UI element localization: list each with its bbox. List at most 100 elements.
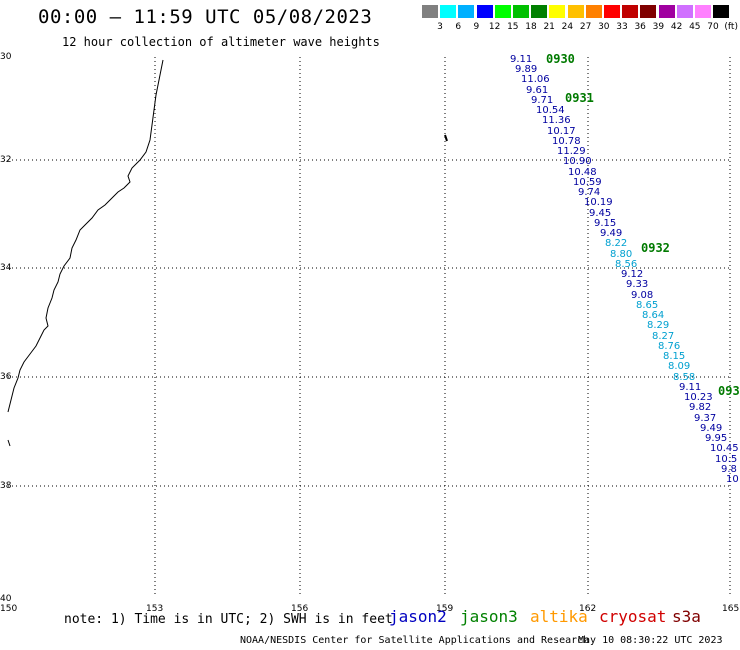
page-subtitle: 12 hour collection of altimeter wave hei… <box>62 35 380 49</box>
wave-height-value: 8.09 <box>668 361 691 372</box>
color-swatch <box>440 5 457 18</box>
wave-height-value: 9.8 <box>721 464 737 475</box>
longitude-label: 150 <box>0 604 18 614</box>
wave-height-value: 8.29 <box>647 320 670 331</box>
color-scale-tick: 21 <box>543 22 555 32</box>
pass-time-label: 0930 <box>546 52 575 66</box>
wave-height-value: 11.06 <box>521 74 550 85</box>
color-scale-unit: (ft) <box>724 22 738 32</box>
color-swatch <box>549 5 566 18</box>
legend-jason2: jason2 <box>389 607 447 626</box>
color-swatch <box>622 5 639 18</box>
island-mark <box>444 134 448 142</box>
wave-height-value: 8.56 <box>615 259 638 270</box>
latitude-label: 38 <box>0 481 12 491</box>
wave-height-value: 10.54 <box>536 105 565 116</box>
wave-height-value: 10.59 <box>573 177 602 188</box>
wave-height-value: 9.49 <box>600 228 623 239</box>
latitude-label: 40 <box>0 594 12 604</box>
color-swatch <box>640 5 657 18</box>
color-swatch <box>531 5 548 18</box>
color-scale-tick: 39 <box>652 22 665 32</box>
wave-height-value: 8.58 <box>673 372 696 383</box>
color-swatch <box>422 5 438 18</box>
color-scale-tick: 36 <box>634 22 646 32</box>
wave-height-value: 9.12 <box>621 269 644 280</box>
color-swatch <box>658 5 675 18</box>
color-scale-tick: 9 <box>473 22 480 32</box>
color-swatch <box>585 5 602 18</box>
wave-height-value: 10.45 <box>710 443 739 454</box>
color-swatch <box>476 5 493 18</box>
latitude-label: 36 <box>0 372 12 382</box>
legend-cryosat: cryosat <box>599 607 667 626</box>
legend-s3a: s3a <box>672 607 701 626</box>
wave-height-value: 10.5 <box>715 454 738 465</box>
wave-height-value: 10.17 <box>547 126 576 137</box>
latitude-label: 32 <box>0 155 12 165</box>
pass-time-label: 093 <box>718 384 740 398</box>
wave-height-value: 8.65 <box>636 300 659 311</box>
footer-note: note: 1) Time is in UTC; 2) SWH is in fe… <box>64 612 393 627</box>
wave-height-value: 8.22 <box>605 238 628 249</box>
wave-height-value: 10.23 <box>684 392 713 403</box>
wave-height-value: 10 <box>726 474 739 485</box>
wave-height-value: 10.48 <box>568 167 597 178</box>
wave-height-value: 8.15 <box>663 351 686 362</box>
wave-height-value: 8.64 <box>642 310 665 321</box>
color-scale-tick: 33 <box>616 22 628 32</box>
latitude-label: 34 <box>0 263 12 273</box>
wave-height-value: 11.36 <box>542 115 571 126</box>
wave-height-value: 9.11 <box>510 54 533 65</box>
longitude-label: 156 <box>291 604 309 614</box>
wave-height-value: 9.74 <box>578 187 601 198</box>
color-scale-tick: 30 <box>598 22 610 32</box>
wave-height-value: 10.19 <box>584 197 613 208</box>
wave-height-value: 9.89 <box>515 64 538 75</box>
wave-height-value: 9.08 <box>631 290 654 301</box>
wave-height-value: 10.78 <box>552 136 581 147</box>
wave-height-value: 9.33 <box>626 279 649 290</box>
color-swatch <box>695 5 711 18</box>
wave-height-value: 9.49 <box>700 423 723 434</box>
color-swatch <box>713 5 730 18</box>
color-scale-tick: 27 <box>579 22 592 32</box>
color-scale-tick: 45 <box>689 22 701 32</box>
color-scale-tick: 3 <box>437 22 443 32</box>
color-scale-tick: 18 <box>525 22 537 32</box>
color-scale-tick: 15 <box>507 22 519 32</box>
footer-timestamp: May 10 08:30:22 UTC 2023 <box>578 635 723 646</box>
color-swatch <box>458 5 475 18</box>
color-scale-tick: 42 <box>670 22 683 32</box>
color-swatch <box>604 5 620 18</box>
legend-jason3: jason3 <box>460 607 518 626</box>
wave-height-value: 9.37 <box>694 413 717 424</box>
wave-height-value: 9.82 <box>689 402 712 413</box>
longitude-label: 165 <box>722 604 740 614</box>
longitude-label: 159 <box>436 604 454 614</box>
longitude-label: 162 <box>579 604 597 614</box>
color-scale-tick: 24 <box>561 22 574 32</box>
coastline-fragment <box>7 439 11 447</box>
wave-height-value: 8.80 <box>610 249 633 260</box>
wave-height-value: 9.61 <box>526 85 549 96</box>
footer-credit: NOAA/NESDIS Center for Satellite Applica… <box>240 635 590 646</box>
latitude-label: 30 <box>0 52 12 62</box>
color-swatch <box>494 5 511 18</box>
wave-height-value: 9.11 <box>679 382 702 393</box>
color-scale-tick: 6 <box>455 22 462 32</box>
color-scale-tick: 12 <box>488 22 501 32</box>
coastline <box>7 59 164 413</box>
wave-height-value: 8.27 <box>652 331 675 342</box>
legend-altika: altika <box>530 607 588 626</box>
wave-height-value: 10.90 <box>563 156 592 167</box>
pass-time-label: 0931 <box>565 91 594 105</box>
wave-height-value: 9.95 <box>705 433 728 444</box>
wave-height-value: 8.76 <box>658 341 681 352</box>
color-swatch <box>676 5 693 18</box>
color-swatch <box>567 5 584 18</box>
color-swatch <box>513 5 529 18</box>
pass-time-label: 0932 <box>641 241 670 255</box>
page-title: 00:00 – 11:59 UTC 05/08/2023 <box>38 6 373 28</box>
